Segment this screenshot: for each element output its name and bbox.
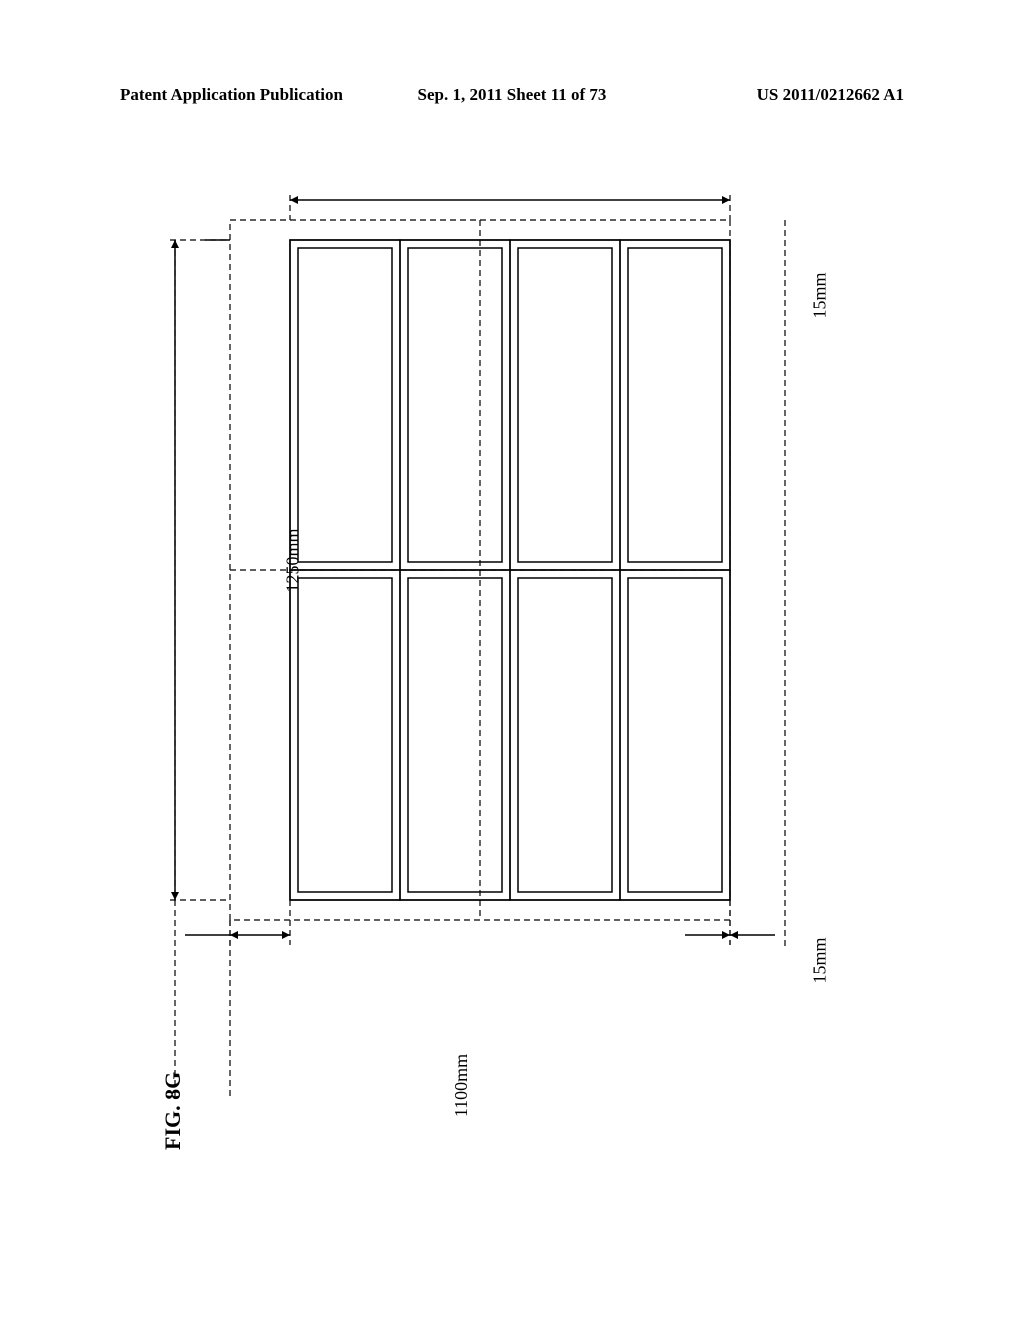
diagram-svg <box>130 170 890 1130</box>
dimension-width: 1250mm <box>283 528 304 592</box>
dimension-height: 1100mm <box>451 1054 472 1117</box>
dimension-margin-left: 15mm <box>810 937 831 983</box>
header-sheet-info: Sep. 1, 2011 Sheet 11 of 73 <box>381 85 642 105</box>
header-publication: Patent Application Publication <box>120 85 381 105</box>
figure-label: FIG. 8G <box>160 1072 186 1150</box>
page-header: Patent Application Publication Sep. 1, 2… <box>0 85 1024 105</box>
diagram-container <box>130 170 890 1130</box>
header-patent-number: US 2011/0212662 A1 <box>643 85 904 105</box>
dimension-margin-right: 15mm <box>810 272 831 318</box>
